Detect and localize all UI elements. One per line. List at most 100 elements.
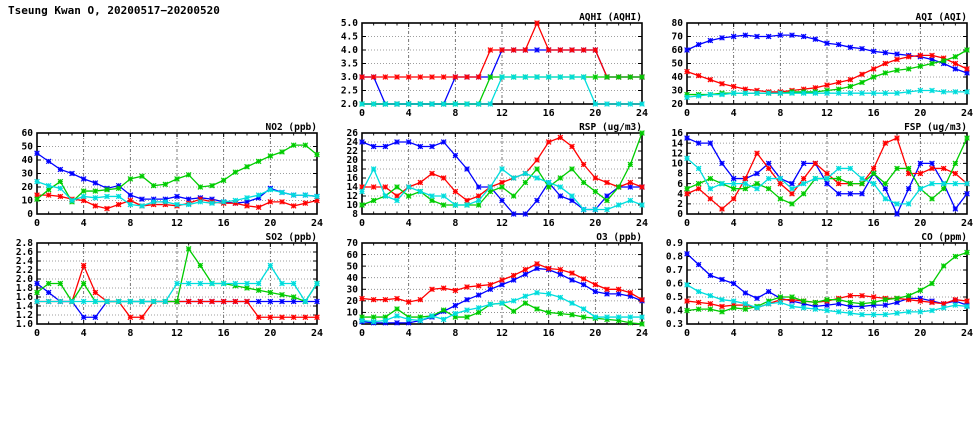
- y-tick-label: 18: [347, 164, 359, 175]
- x-tick-label: 8: [777, 218, 783, 229]
- x-tick-label: 16: [868, 328, 880, 339]
- x-tick-label: 8: [452, 218, 458, 229]
- panel-title: AQHI (AQHI): [579, 12, 642, 23]
- x-tick-label: 8: [777, 328, 783, 339]
- y-tick-label: 2.2: [16, 265, 33, 276]
- series-cyan: [684, 282, 970, 318]
- x-tick-label: 0: [34, 328, 40, 339]
- x-tick-label: 8: [127, 218, 133, 229]
- y-tick-label: 2.0: [341, 99, 358, 110]
- y-tick-label: 12: [347, 191, 358, 202]
- series-red: [359, 261, 645, 305]
- y-tick-label: 2.5: [341, 86, 358, 97]
- series-red: [359, 20, 645, 80]
- panel-title: FSP (ug/m3): [904, 122, 967, 133]
- y-tick-label: 10: [672, 159, 684, 170]
- series-cyan: [684, 155, 970, 207]
- y-tick-label: 0.9: [666, 238, 683, 249]
- series-cyan: [34, 262, 320, 305]
- x-tick-label: 16: [543, 218, 555, 229]
- x-tick-label: 16: [218, 218, 230, 229]
- y-tick-label: 1.2: [16, 310, 33, 321]
- y-tick-label: 24: [347, 137, 359, 148]
- panel-title: SO2 (ppb): [266, 232, 317, 243]
- y-tick-label: 10: [22, 196, 34, 207]
- y-tick-label: 1.6: [16, 292, 33, 303]
- x-tick-label: 24: [636, 108, 648, 119]
- x-tick-label: 4: [731, 218, 737, 229]
- y-tick-label: 20: [347, 296, 359, 307]
- y-tick-label: 8: [352, 209, 358, 220]
- y-tick-label: 2.6: [16, 247, 33, 258]
- x-tick-label: 12: [171, 218, 183, 229]
- x-tick-label: 4: [406, 218, 412, 229]
- series-green: [34, 142, 320, 205]
- page-title: Tseung Kwan O, 20200517−20200520: [8, 4, 220, 17]
- y-tick-label: 12: [672, 148, 683, 159]
- series-cyan: [359, 166, 645, 213]
- x-tick-label: 4: [406, 108, 412, 119]
- y-tick-label: 30: [347, 284, 359, 295]
- y-tick-label: 10: [347, 200, 359, 211]
- x-tick-label: 0: [684, 218, 690, 229]
- y-tick-label: 0: [352, 319, 358, 330]
- y-tick-label: 0: [27, 209, 33, 220]
- panel-no2: NO2 (ppb) 0 10 20 30 40 50 60 0 4 8 12 16 20 24: [5, 120, 323, 232]
- x-tick-label: 0: [684, 108, 690, 119]
- panel-title: AQI (AQI): [916, 12, 967, 23]
- panel-so2: SO2 (ppb) 1.0 1.2 1.4 1.6 1.8 2.0 2.2 2.4 2.6 2.8 0…: [5, 230, 323, 342]
- x-tick-label: 4: [731, 328, 737, 339]
- x-tick-label: 0: [359, 218, 365, 229]
- y-tick-label: 0.3: [666, 319, 683, 330]
- panel-o3: O3 (ppb) 0 10 20 30 40 50 60 70 0 4 8 12 16 20 24: [330, 230, 648, 342]
- x-tick-label: 16: [868, 218, 880, 229]
- x-tick-label: 16: [543, 108, 555, 119]
- y-tick-label: 20: [672, 99, 684, 110]
- x-tick-label: 16: [218, 328, 230, 339]
- panel-rsp: RSP (ug/m3) 8 10 12 14 16 18 20 22 24 26 0 4 8 12 16 20 2…: [330, 120, 648, 232]
- x-tick-label: 20: [914, 218, 926, 229]
- y-tick-label: 1.0: [16, 319, 33, 330]
- y-tick-label: 20: [347, 155, 359, 166]
- x-tick-label: 24: [961, 218, 973, 229]
- series-cyan: [684, 87, 970, 101]
- y-tick-label: 30: [22, 169, 34, 180]
- y-tick-label: 26: [347, 128, 359, 139]
- x-tick-label: 20: [914, 328, 926, 339]
- y-tick-label: 50: [347, 261, 359, 272]
- y-tick-label: 14: [347, 182, 359, 193]
- y-tick-label: 2.8: [16, 238, 33, 249]
- x-tick-label: 16: [543, 328, 555, 339]
- y-tick-label: 6: [677, 179, 683, 190]
- y-tick-label: 1.4: [16, 301, 33, 312]
- x-tick-label: 0: [34, 218, 40, 229]
- y-tick-label: 80: [672, 18, 684, 29]
- x-tick-label: 0: [684, 328, 690, 339]
- x-tick-label: 4: [81, 218, 87, 229]
- x-tick-label: 24: [636, 328, 648, 339]
- x-tick-label: 20: [589, 218, 601, 229]
- x-tick-label: 8: [777, 108, 783, 119]
- panel-aqi: AQI (AQI) 20 30 40 50 60 70 80 0 4 8 12 16 20 24: [655, 10, 973, 122]
- y-tick-label: 20: [22, 182, 34, 193]
- y-tick-label: 0.8: [666, 252, 683, 263]
- series-blue: [684, 32, 970, 76]
- x-tick-label: 0: [359, 328, 365, 339]
- y-tick-label: 70: [672, 32, 684, 43]
- y-tick-label: 4: [677, 189, 683, 200]
- x-tick-label: 20: [264, 218, 276, 229]
- y-tick-label: 3.5: [341, 59, 358, 70]
- series-red: [684, 52, 970, 95]
- y-tick-label: 2.4: [16, 256, 33, 267]
- y-tick-label: 5.0: [341, 18, 358, 29]
- x-tick-label: 4: [406, 328, 412, 339]
- y-tick-label: 0: [677, 209, 683, 220]
- panel-title: O3 (ppb): [596, 232, 642, 243]
- x-tick-label: 20: [914, 108, 926, 119]
- y-tick-label: 16: [347, 173, 359, 184]
- series-cyan: [34, 178, 320, 209]
- x-tick-label: 12: [821, 328, 833, 339]
- y-tick-label: 50: [22, 142, 34, 153]
- x-tick-label: 8: [127, 328, 133, 339]
- y-tick-label: 10: [347, 308, 359, 319]
